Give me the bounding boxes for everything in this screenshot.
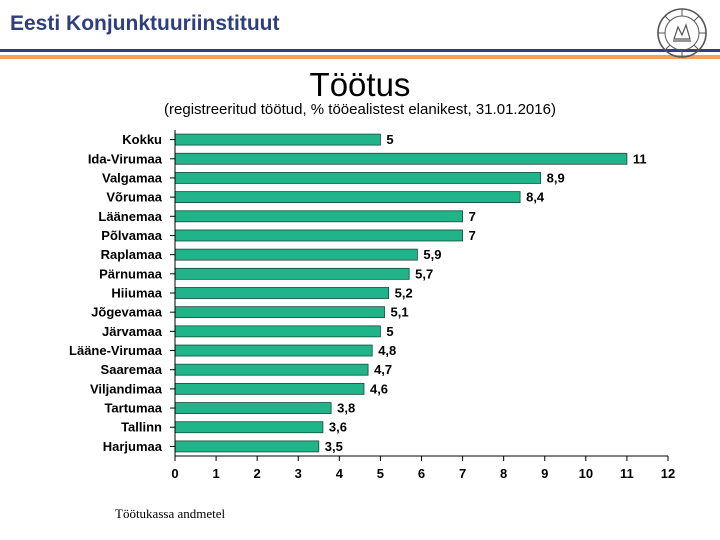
bar bbox=[174, 440, 320, 453]
category-label: Ida-Virumaa bbox=[88, 151, 163, 166]
value-label: 5,7 bbox=[415, 266, 433, 281]
organization-name: Eesti Konjunktuuriinstituut bbox=[10, 12, 280, 35]
value-label: 4,6 bbox=[370, 381, 388, 396]
category-label: Jõgevamaa bbox=[91, 305, 163, 320]
header-divider-accent bbox=[0, 55, 720, 59]
bar bbox=[174, 306, 385, 319]
bar bbox=[174, 229, 463, 242]
x-tick-label: 1 bbox=[212, 466, 219, 481]
source-note: Töötukassa andmetel bbox=[115, 506, 226, 521]
bar bbox=[174, 267, 410, 280]
category-label: Põlvamaa bbox=[101, 228, 162, 243]
x-tick-label: 8 bbox=[500, 466, 507, 481]
value-label: 5 bbox=[386, 132, 393, 147]
bar bbox=[174, 344, 373, 357]
category-label: Lääne-Virumaa bbox=[69, 343, 163, 358]
x-tick-label: 3 bbox=[295, 466, 302, 481]
value-label: 5,2 bbox=[395, 286, 413, 301]
institute-seal-icon bbox=[657, 8, 707, 58]
value-label: 7 bbox=[469, 209, 476, 224]
bar bbox=[174, 152, 628, 165]
category-label: Hiiumaa bbox=[111, 286, 162, 301]
value-label: 5 bbox=[386, 324, 393, 339]
value-label: 5,9 bbox=[423, 247, 441, 262]
header-divider bbox=[0, 49, 720, 52]
value-label: 3,6 bbox=[329, 420, 347, 435]
value-label: 7 bbox=[469, 228, 476, 243]
chart-title: Töötus bbox=[309, 66, 411, 103]
value-label: 8,9 bbox=[547, 170, 565, 185]
value-label: 5,1 bbox=[391, 305, 409, 320]
category-label: Läänemaa bbox=[98, 209, 162, 224]
bar bbox=[174, 402, 332, 414]
value-label: 8,4 bbox=[526, 190, 545, 205]
bar bbox=[174, 191, 521, 204]
bar bbox=[174, 363, 369, 376]
value-label: 4,8 bbox=[378, 343, 396, 358]
value-label: 11 bbox=[633, 151, 647, 166]
x-tick-label: 2 bbox=[254, 466, 261, 481]
category-label: Viljandimaa bbox=[90, 381, 163, 396]
bar bbox=[174, 133, 381, 146]
x-tick-label: 10 bbox=[579, 466, 593, 481]
category-label: Võrumaa bbox=[106, 190, 162, 205]
bar bbox=[174, 172, 542, 184]
category-label: Harjumaa bbox=[103, 439, 163, 454]
bar bbox=[174, 248, 418, 261]
category-label: Pärnumaa bbox=[99, 266, 163, 281]
bar bbox=[174, 325, 381, 338]
x-tick-label: 7 bbox=[459, 466, 466, 481]
x-tick-label: 9 bbox=[541, 466, 548, 481]
category-label: Kokku bbox=[122, 132, 162, 147]
bar bbox=[174, 421, 324, 434]
bar bbox=[174, 210, 463, 223]
x-tick-label: 0 bbox=[171, 466, 178, 481]
value-label: 3,5 bbox=[325, 439, 343, 454]
bar bbox=[174, 382, 365, 395]
category-label: Tallinn bbox=[121, 420, 162, 435]
value-label: 3,8 bbox=[337, 401, 355, 416]
category-label: Valgamaa bbox=[102, 170, 163, 185]
category-label: Saaremaa bbox=[101, 362, 163, 377]
bar bbox=[174, 287, 390, 299]
category-label: Raplamaa bbox=[101, 247, 163, 262]
x-tick-label: 4 bbox=[336, 466, 344, 481]
chart-subtitle: (registreeritud töötud, % tööealistest e… bbox=[164, 101, 556, 118]
x-tick-label: 11 bbox=[620, 466, 634, 481]
value-label: 4,7 bbox=[374, 362, 392, 377]
x-tick-label: 6 bbox=[418, 466, 425, 481]
x-tick-label: 12 bbox=[661, 466, 675, 481]
category-label: Järvamaa bbox=[102, 324, 163, 339]
x-tick-label: 5 bbox=[377, 466, 384, 481]
category-label: Tartumaa bbox=[104, 401, 162, 416]
